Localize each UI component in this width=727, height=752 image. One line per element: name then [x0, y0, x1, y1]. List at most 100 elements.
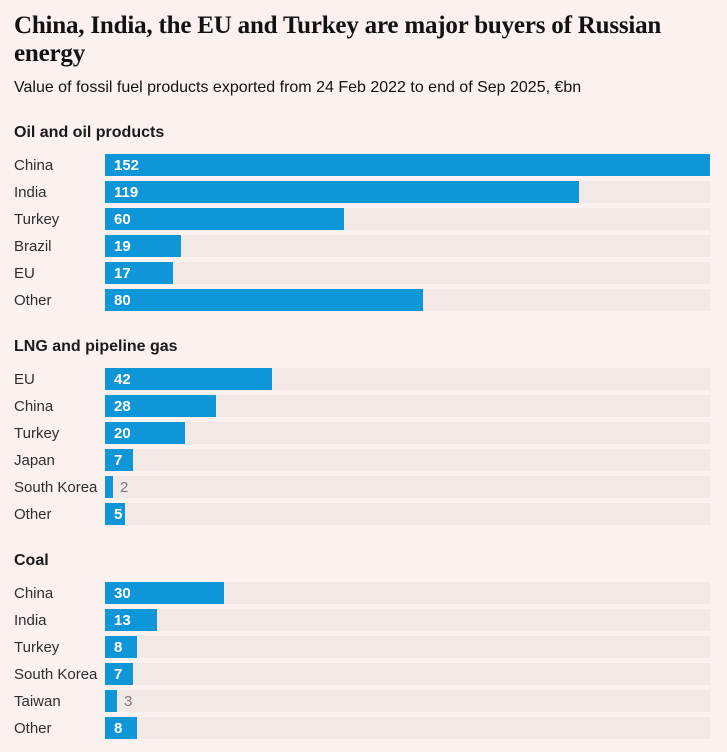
value-label: 7	[114, 451, 123, 469]
bar-rows: EU 42 China 28 Turkey 20 Japan 7 South Korea 2 Oth…	[14, 368, 710, 525]
page-subtitle: Value of fossil fuel products exported f…	[14, 79, 582, 96]
bar: 7	[105, 449, 133, 471]
bar: 152	[105, 154, 710, 176]
bar: 7	[105, 663, 133, 685]
value-label: 13	[114, 611, 131, 629]
bar: 60	[105, 208, 344, 230]
category-label: Other	[14, 505, 52, 523]
bar-track: 8	[105, 636, 710, 658]
chart-section: Coal China 30 India 13 Turkey 8 South Korea 7 Tai…	[14, 552, 710, 739]
category-label: Other	[14, 291, 52, 309]
sections: Oil and oil products China 152 India 119 Turk…	[14, 124, 710, 739]
bar-track: 152	[105, 154, 710, 176]
bar-track: 119	[105, 181, 710, 203]
bar: 17	[105, 262, 173, 284]
value-label: 80	[114, 291, 131, 309]
bar-track: 13	[105, 609, 710, 631]
value-label: 2	[119, 478, 129, 496]
section-title: LNG and pipeline gas	[14, 338, 178, 355]
value-label: 3	[123, 692, 133, 710]
bar-row: Brazil 19	[14, 235, 710, 257]
bar-row: Japan 7	[14, 449, 710, 471]
bar: 19	[105, 235, 181, 257]
bar-track: 60	[105, 208, 710, 230]
category-label: Japan	[14, 451, 55, 469]
bar-track: 3	[105, 690, 710, 712]
bar-row: Other 8	[14, 717, 710, 739]
bar-track: 42	[105, 368, 710, 390]
category-label: EU	[14, 264, 35, 282]
bar-row: EU 42	[14, 368, 710, 390]
bar-track: 20	[105, 422, 710, 444]
bar-row: South Korea 7	[14, 663, 710, 685]
bar-rows: China 30 India 13 Turkey 8 South Korea 7 Taiwan 3…	[14, 582, 710, 739]
value-label: 7	[114, 665, 123, 683]
category-label: China	[14, 156, 54, 174]
category-label: South Korea	[14, 665, 98, 683]
bar-track: 17	[105, 262, 710, 284]
bar-track: 30	[105, 582, 710, 604]
bar: 13	[105, 609, 157, 631]
bar-row: China 152	[14, 154, 710, 176]
bar-row: Turkey 20	[14, 422, 710, 444]
value-label: 5	[114, 505, 123, 523]
bar-row: Taiwan 3	[14, 690, 710, 712]
bar-track: 2	[105, 476, 710, 498]
bar: 30	[105, 582, 225, 604]
bar-track: 80	[105, 289, 710, 311]
bar-row: Other 5	[14, 503, 710, 525]
category-label: Turkey	[14, 638, 60, 656]
value-label: 42	[114, 370, 131, 388]
category-label: Brazil	[14, 237, 52, 255]
bar: 5	[105, 503, 125, 525]
category-label: Turkey	[14, 424, 60, 442]
bar: 20	[105, 422, 185, 444]
bar: 42	[105, 368, 273, 390]
bar-row: India 13	[14, 609, 710, 631]
bar-row: Turkey 8	[14, 636, 710, 658]
section-title: Coal	[14, 552, 49, 569]
bar: 8	[105, 636, 137, 658]
category-label: Turkey	[14, 210, 60, 228]
value-label: 30	[114, 584, 131, 602]
value-label: 60	[114, 210, 131, 228]
bar-row: China 28	[14, 395, 710, 417]
value-label: 28	[114, 397, 131, 415]
page-title: China, India, the EU and Turkey are majo…	[14, 12, 662, 67]
value-label: 20	[114, 424, 131, 442]
bar: 80	[105, 289, 424, 311]
bar-track: 5	[105, 503, 710, 525]
bar-track: 28	[105, 395, 710, 417]
bar-row: India 119	[14, 181, 710, 203]
bar	[105, 476, 113, 498]
chart-section: LNG and pipeline gas EU 42 China 28 Turkey 20 J…	[14, 338, 710, 525]
bar: 28	[105, 395, 217, 417]
value-label: 152	[114, 156, 140, 174]
value-label: 8	[114, 638, 123, 656]
bar-row: China 30	[14, 582, 710, 604]
category-label: South Korea	[14, 478, 98, 496]
bar	[105, 690, 117, 712]
value-label: 8	[114, 719, 123, 737]
category-label: India	[14, 183, 47, 201]
category-label: Other	[14, 719, 52, 737]
bar-row: Turkey 60	[14, 208, 710, 230]
bar-track: 7	[105, 663, 710, 685]
bar-rows: China 152 India 119 Turkey 60 Brazil 19 EU 17 Othe…	[14, 154, 710, 311]
bar-track: 8	[105, 717, 710, 739]
section-title: Oil and oil products	[14, 124, 165, 141]
value-label: 119	[114, 183, 139, 201]
category-label: India	[14, 611, 47, 629]
value-label: 19	[114, 237, 131, 255]
category-label: China	[14, 584, 54, 602]
bar-row: South Korea 2	[14, 476, 710, 498]
category-label: Taiwan	[14, 692, 61, 710]
category-label: China	[14, 397, 54, 415]
bar-track: 19	[105, 235, 710, 257]
chart-section: Oil and oil products China 152 India 119 Turk…	[14, 124, 710, 311]
bar: 119	[105, 181, 579, 203]
value-label: 17	[114, 264, 131, 282]
category-label: EU	[14, 370, 35, 388]
bar-row: Other 80	[14, 289, 710, 311]
